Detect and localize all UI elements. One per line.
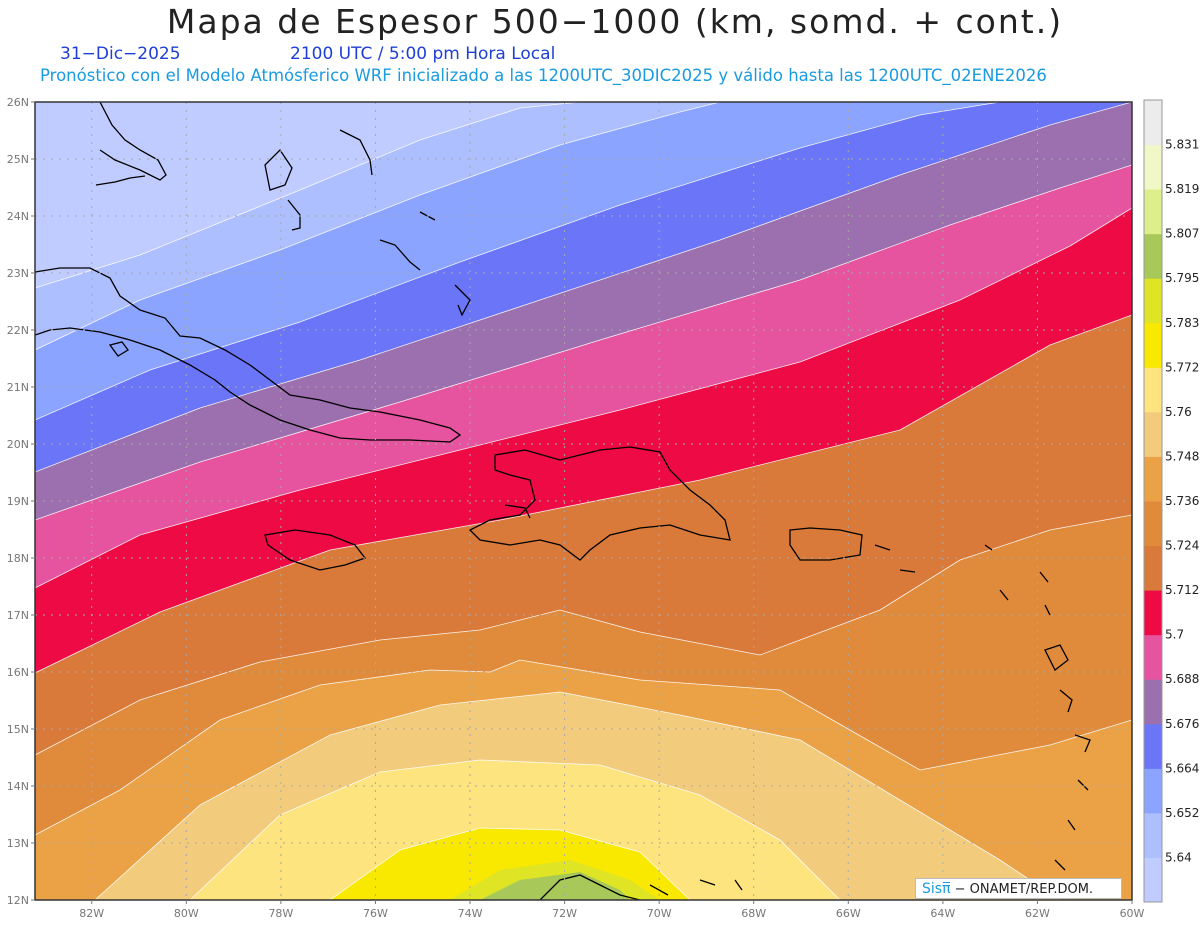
lon-label: 68W <box>741 907 766 920</box>
lat-lon-grid <box>35 102 1132 900</box>
colorbar-swatch <box>1144 501 1162 547</box>
colorbar-label: 5.76 <box>1165 405 1192 419</box>
lon-label: 82W <box>79 907 104 920</box>
filled-contours <box>35 102 1132 900</box>
lon-label: 66W <box>836 907 861 920</box>
colorbar-swatch <box>1144 100 1162 146</box>
colorbar-swatch <box>1144 233 1162 279</box>
colorbar-swatch <box>1144 367 1162 413</box>
lon-label: 78W <box>268 907 293 920</box>
lat-label: 25N <box>7 153 29 166</box>
colorbar-label: 5.64 <box>1165 850 1192 864</box>
lon-label: 76W <box>363 907 388 920</box>
colorbar-swatch <box>1144 723 1162 769</box>
lat-label: 24N <box>7 210 29 223</box>
colorbar-label: 5.7 <box>1165 628 1184 642</box>
lat-label: 22N <box>7 324 29 337</box>
colorbar-label: 5.831 <box>1165 138 1199 152</box>
colorbar-label: 5.807 <box>1165 227 1199 241</box>
colorbar-swatch <box>1144 857 1162 903</box>
lat-label: 20N <box>7 438 29 451</box>
colorbar-label: 5.748 <box>1165 449 1199 463</box>
colorbar-label: 5.652 <box>1165 806 1199 820</box>
colorbar-swatch <box>1144 456 1162 502</box>
credit-badge: Sisπ̅ − ONAMET/REP.DOM. <box>915 878 1122 899</box>
colorbar-label: 5.783 <box>1165 316 1199 330</box>
colorbar-swatch <box>1144 812 1162 858</box>
colorbar-label: 5.772 <box>1165 360 1199 374</box>
lat-label: 15N <box>7 723 29 736</box>
lat-label: 14N <box>7 780 29 793</box>
colorbar-label: 5.819 <box>1165 182 1199 196</box>
colorbar-swatch <box>1144 322 1162 368</box>
colorbar-label: 5.688 <box>1165 672 1199 686</box>
colorbar-swatch <box>1144 189 1162 235</box>
lat-label: 13N <box>7 837 29 850</box>
forecast-info: Pronóstico con el Modelo Atmósferico WRF… <box>40 66 1047 85</box>
coastlines <box>35 102 1091 900</box>
sispi-logo: Sisπ̅ <box>922 881 951 897</box>
colorbar-label: 5.795 <box>1165 271 1199 285</box>
lat-label: 17N <box>7 609 29 622</box>
lat-label: 19N <box>7 495 29 508</box>
colorbar-label: 5.736 <box>1165 494 1199 508</box>
valid-date: 31−Dic−2025 <box>60 44 181 64</box>
colorbar-swatch <box>1144 768 1162 814</box>
latitude-labels: 26N 25N 24N 23N 22N 21N 20N 19N 18N 17N 16N 15N 14N 1… <box>7 96 35 907</box>
colorbar-swatch <box>1144 590 1162 636</box>
lat-label: 12N <box>7 894 29 907</box>
page-title: Mapa de Espesor 500−1000 (km, somd. + co… <box>166 2 1064 41</box>
colorbar-swatch <box>1144 679 1162 725</box>
lat-label: 23N <box>7 267 29 280</box>
colorbar-label: 5.664 <box>1165 761 1199 775</box>
lon-label: 64W <box>930 907 955 920</box>
colorbar-swatch <box>1144 634 1162 680</box>
colorbar-labels: 5.64 5.652 5.664 5.676 5.688 5.7 5.712 5.724 5.7… <box>1165 138 1199 865</box>
lat-label: 21N <box>7 381 29 394</box>
colorbar-swatch <box>1144 144 1162 190</box>
colorbar-label: 5.676 <box>1165 717 1199 731</box>
lon-label: 62W <box>1025 907 1050 920</box>
colorbar-label: 5.712 <box>1165 583 1199 597</box>
lon-label: 80W <box>174 907 199 920</box>
colorbar-swatch <box>1144 278 1162 324</box>
colorbar-swatch <box>1144 411 1162 457</box>
lat-label: 16N <box>7 666 29 679</box>
lon-label: 74W <box>458 907 483 920</box>
colorbar-frame <box>1143 99 1163 903</box>
lon-label: 72W <box>552 907 577 920</box>
lat-label: 26N <box>7 96 29 109</box>
longitude-labels: 82W 80W 78W 76W 74W 72W 70W 68W 66W 64W 62W 60W <box>79 900 1145 920</box>
colorbar-label: 5.724 <box>1165 539 1199 553</box>
lon-label: 60W <box>1120 907 1145 920</box>
valid-time: 2100 UTC / 5:00 pm Hora Local <box>290 44 556 64</box>
lon-label: 70W <box>647 907 672 920</box>
colorbar <box>1143 99 1163 903</box>
credit-text: − ONAMET/REP.DOM. <box>954 882 1094 897</box>
colorbar-swatch <box>1144 545 1162 591</box>
lat-label: 18N <box>7 552 29 565</box>
